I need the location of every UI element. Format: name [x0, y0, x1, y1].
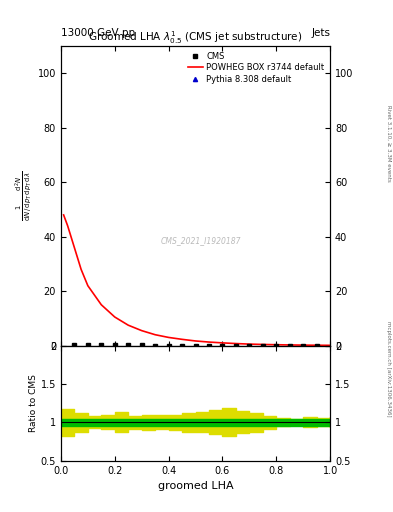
CMS: [233, 343, 238, 349]
POWHEG BOX r3744 default: [220, 340, 225, 346]
Text: 13000 GeV pp: 13000 GeV pp: [61, 28, 135, 38]
CMS: [287, 343, 292, 349]
Pythia 8.308 default: [99, 343, 104, 349]
POWHEG BOX r3744 default: [180, 336, 184, 343]
POWHEG BOX r3744 default: [328, 342, 332, 348]
Pythia 8.308 default: [261, 343, 265, 349]
Text: Jets: Jets: [311, 28, 330, 38]
Pythia 8.308 default: [220, 343, 225, 349]
POWHEG BOX r3744 default: [72, 245, 77, 251]
POWHEG BOX r3744 default: [126, 322, 130, 328]
POWHEG BOX r3744 default: [140, 328, 144, 334]
CMS: [314, 343, 319, 349]
CMS: [72, 342, 77, 348]
POWHEG BOX r3744 default: [274, 342, 279, 348]
Pythia 8.308 default: [193, 343, 198, 349]
CMS: [86, 342, 90, 348]
Line: POWHEG BOX r3744 default: POWHEG BOX r3744 default: [64, 215, 330, 345]
CMS: [140, 343, 144, 349]
POWHEG BOX r3744 default: [61, 212, 66, 218]
Pythia 8.308 default: [207, 343, 211, 349]
POWHEG BOX r3744 default: [207, 339, 211, 345]
Pythia 8.308 default: [140, 343, 144, 349]
CMS: [166, 343, 171, 349]
X-axis label: groomed LHA: groomed LHA: [158, 481, 233, 491]
POWHEG BOX r3744 default: [314, 342, 319, 348]
CMS: [180, 343, 184, 349]
POWHEG BOX r3744 default: [112, 314, 117, 320]
Pythia 8.308 default: [166, 343, 171, 349]
Pythia 8.308 default: [72, 342, 77, 348]
POWHEG BOX r3744 default: [261, 342, 265, 348]
Pythia 8.308 default: [274, 343, 279, 349]
POWHEG BOX r3744 default: [193, 338, 198, 344]
POWHEG BOX r3744 default: [301, 342, 306, 348]
Pythia 8.308 default: [86, 342, 90, 348]
CMS: [112, 343, 117, 349]
Title: Groomed LHA $\lambda^{1}_{0.5}$ (CMS jet substructure): Groomed LHA $\lambda^{1}_{0.5}$ (CMS jet…: [88, 29, 303, 46]
POWHEG BOX r3744 default: [233, 340, 238, 347]
Pythia 8.308 default: [287, 343, 292, 349]
Pythia 8.308 default: [233, 343, 238, 349]
CMS: [99, 343, 104, 349]
CMS: [220, 343, 225, 349]
CMS: [261, 343, 265, 349]
Line: CMS: CMS: [72, 343, 319, 348]
Line: Pythia 8.308 default: Pythia 8.308 default: [72, 343, 319, 348]
POWHEG BOX r3744 default: [153, 332, 158, 338]
CMS: [126, 343, 130, 349]
CMS: [274, 343, 279, 349]
POWHEG BOX r3744 default: [166, 334, 171, 340]
POWHEG BOX r3744 default: [79, 266, 83, 272]
POWHEG BOX r3744 default: [86, 283, 90, 289]
Y-axis label: $\frac{1}{\mathrm{d}N\,/\,\mathrm{d}p_T}\frac{\mathrm{d}^2N}{\mathrm{d}p_T\,\mat: $\frac{1}{\mathrm{d}N\,/\,\mathrm{d}p_T}…: [13, 170, 33, 221]
CMS: [247, 343, 252, 349]
CMS: [207, 343, 211, 349]
Pythia 8.308 default: [180, 343, 184, 349]
Legend: CMS, POWHEG BOX r3744 default, Pythia 8.308 default: CMS, POWHEG BOX r3744 default, Pythia 8.…: [186, 50, 326, 86]
POWHEG BOX r3744 default: [99, 302, 104, 308]
CMS: [153, 343, 158, 349]
Pythia 8.308 default: [112, 343, 117, 349]
Text: Rivet 3.1.10, ≥ 3.3M events: Rivet 3.1.10, ≥ 3.3M events: [386, 105, 391, 182]
CMS: [193, 343, 198, 349]
CMS: [301, 343, 306, 349]
Text: CMS_2021_I1920187: CMS_2021_I1920187: [161, 236, 241, 245]
Pythia 8.308 default: [153, 343, 158, 349]
Pythia 8.308 default: [247, 343, 252, 349]
Pythia 8.308 default: [314, 343, 319, 349]
Pythia 8.308 default: [126, 343, 130, 349]
Pythia 8.308 default: [301, 343, 306, 349]
Text: mcplots.cern.ch [arXiv:1306.3436]: mcplots.cern.ch [arXiv:1306.3436]: [386, 321, 391, 416]
POWHEG BOX r3744 default: [247, 341, 252, 347]
Y-axis label: Ratio to CMS: Ratio to CMS: [29, 374, 38, 432]
POWHEG BOX r3744 default: [65, 223, 70, 229]
POWHEG BOX r3744 default: [287, 342, 292, 348]
